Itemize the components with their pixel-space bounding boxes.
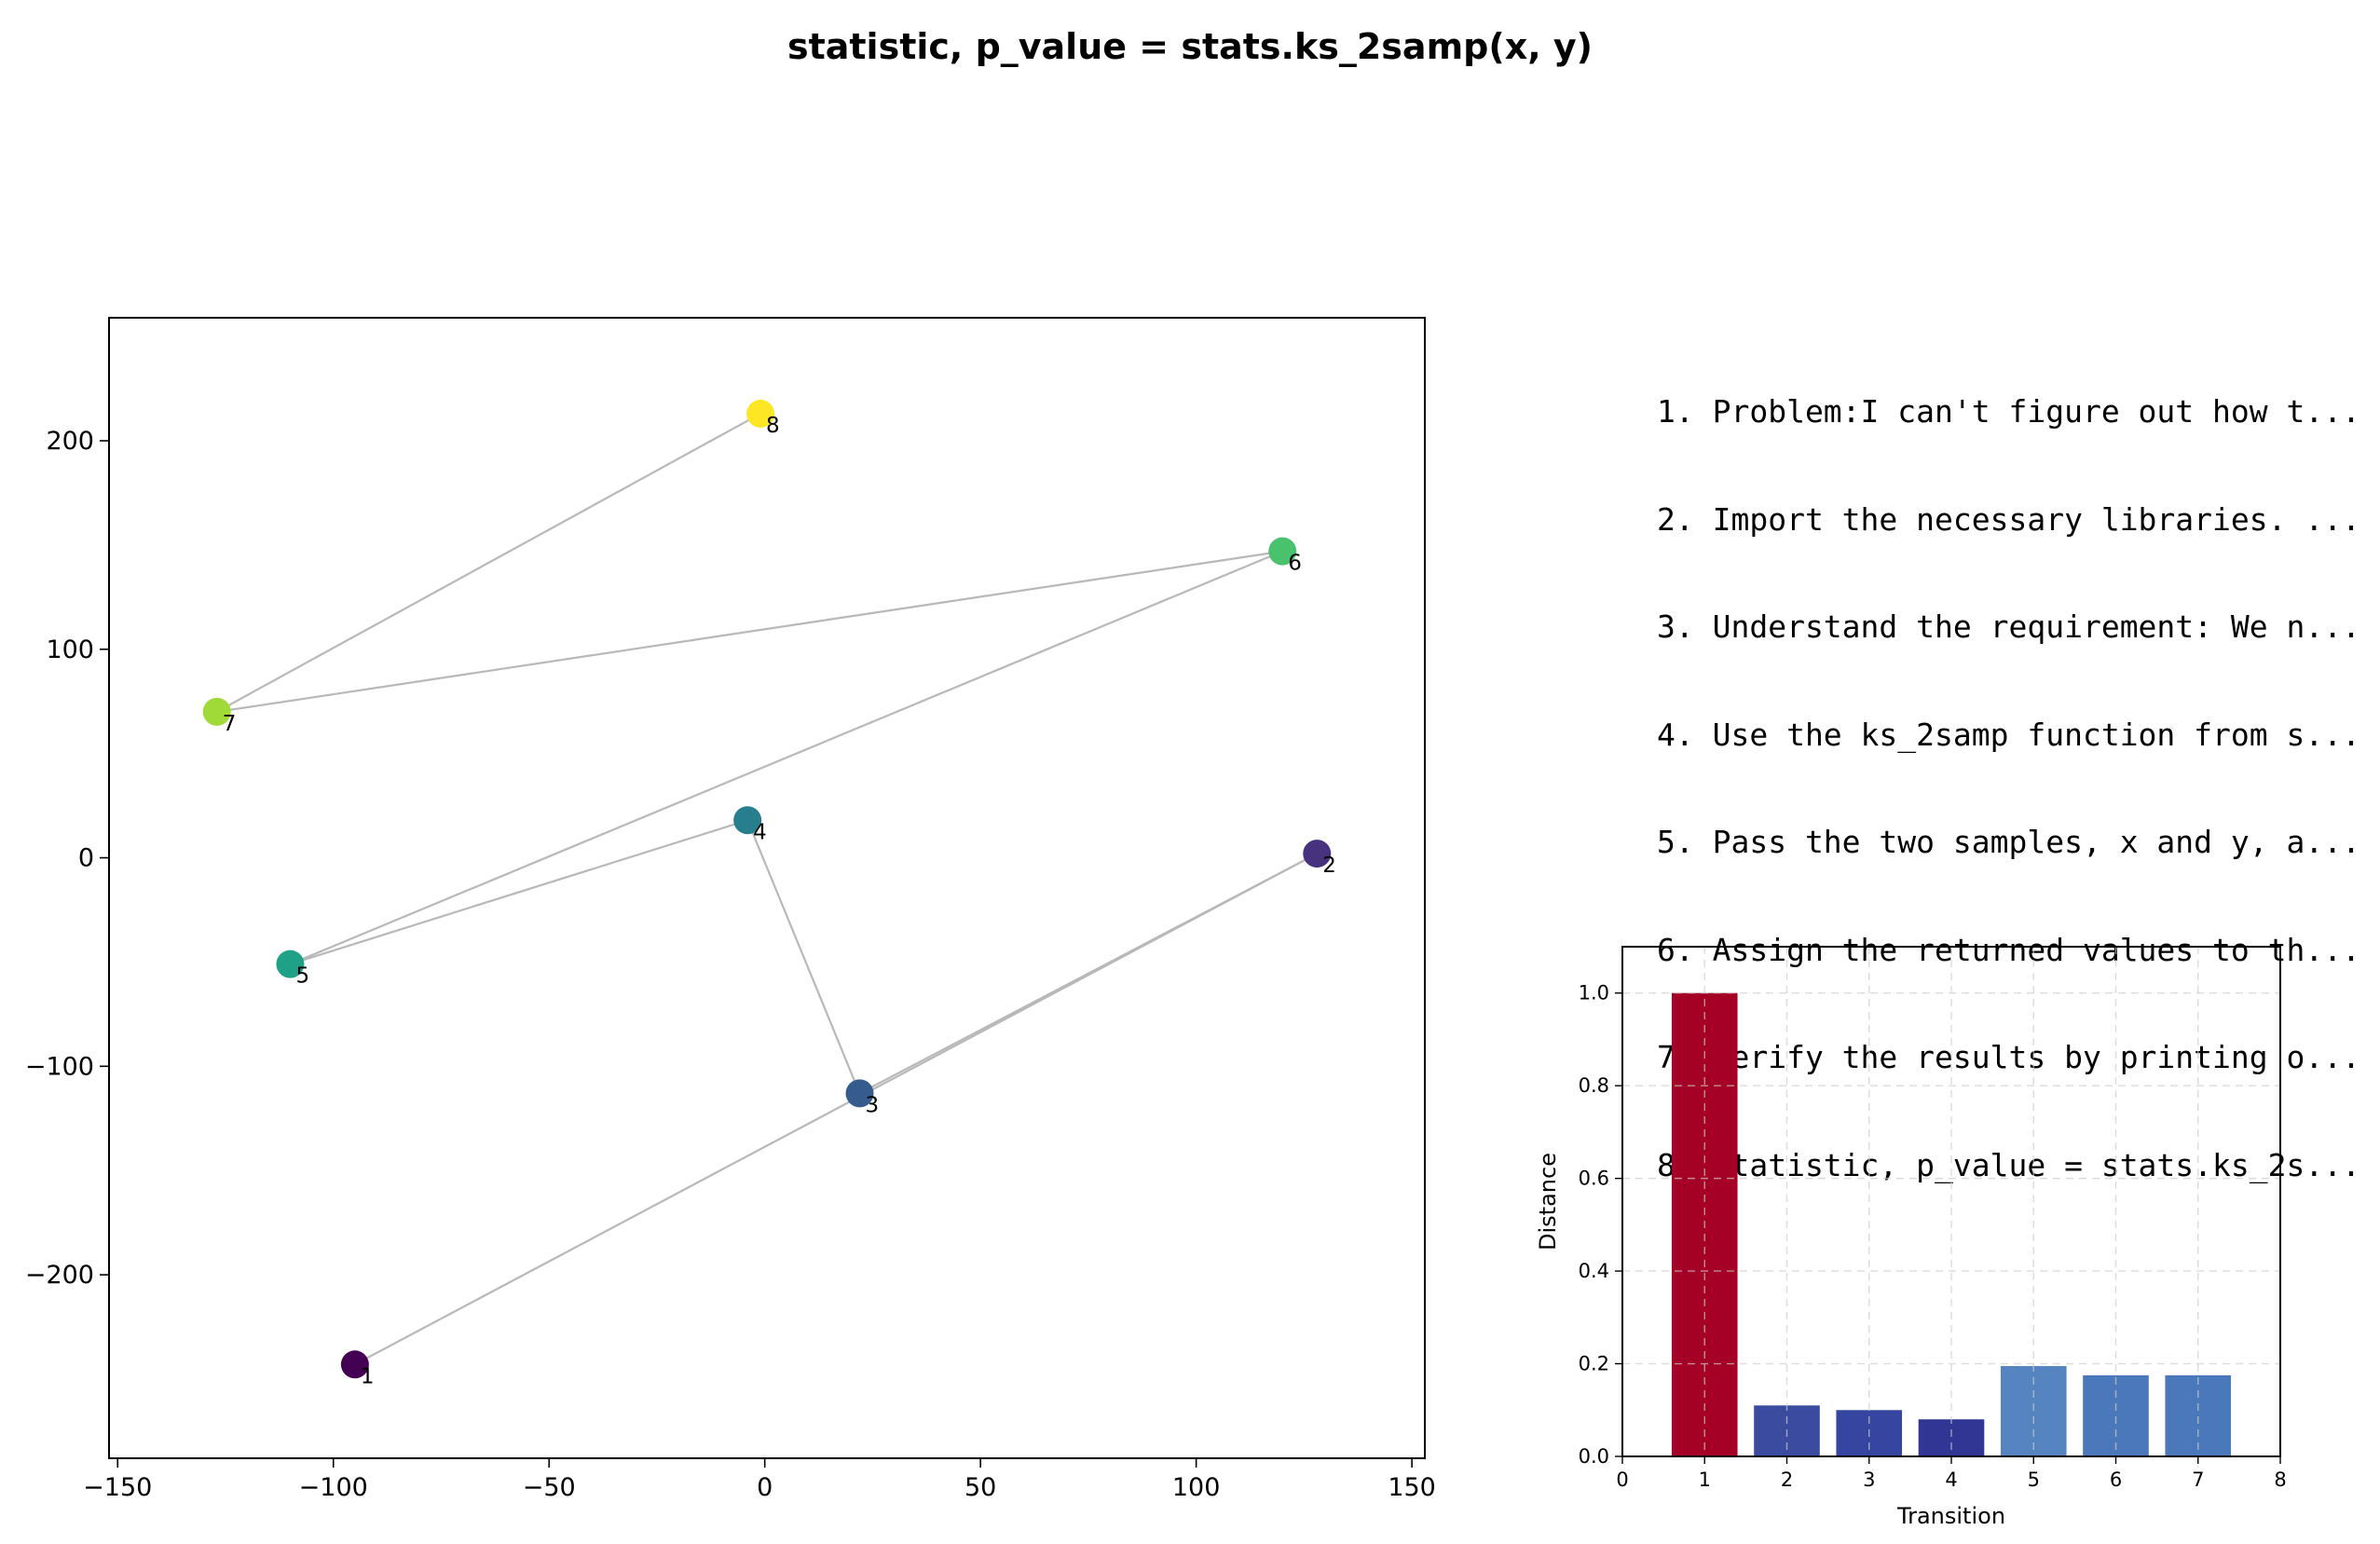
path-segment xyxy=(859,853,1318,1095)
bar-panel: 0 1 2 3 4 5 6 7 8 0.0 0.2 0.4 0.6 0.8 1.0 Transition Dis… xyxy=(1535,946,2287,1529)
x-tick-label: 0 xyxy=(757,1473,773,1502)
scatter-point xyxy=(733,806,762,835)
y-tick-label: 0.0 xyxy=(1579,1445,1609,1468)
x-tick-label: 150 xyxy=(1388,1473,1436,1502)
x-tick-label: 6 xyxy=(2110,1469,2122,1491)
point-label: 4 xyxy=(753,820,767,844)
scatter-panel: 1 2 3 4 5 6 7 8 −150 −100 −50 0 50 100 150 −200 −100 0 100… xyxy=(25,317,1436,1502)
x-tick-label: 1 xyxy=(1699,1469,1711,1491)
step-list: 1. Problem:I can't figure out how t... 2… xyxy=(1657,322,2360,1220)
x-tick-label: 5 xyxy=(2028,1469,2040,1491)
path-segment xyxy=(746,819,861,1094)
y-tick-label: 0.8 xyxy=(1579,1074,1609,1097)
y-tick-label: −200 xyxy=(25,1261,94,1290)
step-item: 1. Problem:I can't figure out how t... xyxy=(1657,393,2360,430)
path-segment xyxy=(216,412,761,713)
path-segment xyxy=(290,550,1283,965)
x-tick-label: 8 xyxy=(2274,1469,2286,1491)
y-tick-label: 0.6 xyxy=(1579,1168,1609,1190)
scatter-point xyxy=(1268,537,1297,566)
y-tick-label: 100 xyxy=(46,635,94,664)
y-tick-label: −100 xyxy=(25,1052,94,1081)
step-item: 3. Understand the requirement: We n... xyxy=(1657,608,2360,645)
scatter-point xyxy=(845,1079,874,1108)
scatter-point xyxy=(202,697,231,726)
x-tick-label: −50 xyxy=(523,1473,576,1502)
x-tick-label: 3 xyxy=(1863,1469,1875,1491)
step-item: 6. Assign the returned values to th... xyxy=(1657,931,2360,968)
scatter-axes-frame xyxy=(108,317,1426,1459)
path-segment xyxy=(216,550,1283,714)
y-tick-label: 200 xyxy=(46,427,94,456)
x-tick-label: 0 xyxy=(1616,1469,1628,1491)
point-label: 1 xyxy=(361,1364,375,1388)
y-tick-label: 0 xyxy=(78,844,94,873)
figure-title: statistic, p_value = stats.ks_2samp(x, y… xyxy=(786,26,1594,67)
x-tick-label: 4 xyxy=(1945,1469,1957,1491)
scatter-point xyxy=(340,1350,369,1379)
x-axis-label: Transition xyxy=(1896,1503,2005,1529)
y-tick-label: 1.0 xyxy=(1579,982,1609,1004)
x-tick-label: 50 xyxy=(964,1473,996,1502)
point-label: 8 xyxy=(766,414,780,438)
scatter-point xyxy=(1303,840,1332,868)
point-label: 3 xyxy=(866,1093,880,1117)
point-label: 5 xyxy=(295,964,309,989)
x-tick-label: −150 xyxy=(83,1473,152,1502)
y-axis-label: Distance xyxy=(1535,1153,1561,1250)
scatter-point xyxy=(276,950,305,978)
step-item: 5. Pass the two samples, x and y, a... xyxy=(1657,824,2360,860)
scatter-point xyxy=(746,399,775,428)
step-item: 4. Use the ks_2samp function from s... xyxy=(1657,716,2360,753)
step-item: 8. statistic, p_value = stats.ks_2s... xyxy=(1657,1146,2360,1183)
y-tick-label: 0.2 xyxy=(1579,1353,1609,1375)
point-label: 2 xyxy=(1322,854,1336,878)
point-label: 7 xyxy=(223,712,237,736)
y-tick-label: 0.4 xyxy=(1579,1260,1609,1282)
point-label: 6 xyxy=(1288,552,1302,576)
x-tick-label: 100 xyxy=(1172,1473,1221,1502)
path-segment xyxy=(290,819,748,965)
x-tick-label: 2 xyxy=(1781,1469,1793,1491)
x-tick-label: 7 xyxy=(2192,1469,2204,1491)
step-item: 2. Import the necessary libraries. ... xyxy=(1657,500,2360,538)
x-tick-label: −100 xyxy=(299,1473,368,1502)
bar xyxy=(1918,1419,1985,1456)
